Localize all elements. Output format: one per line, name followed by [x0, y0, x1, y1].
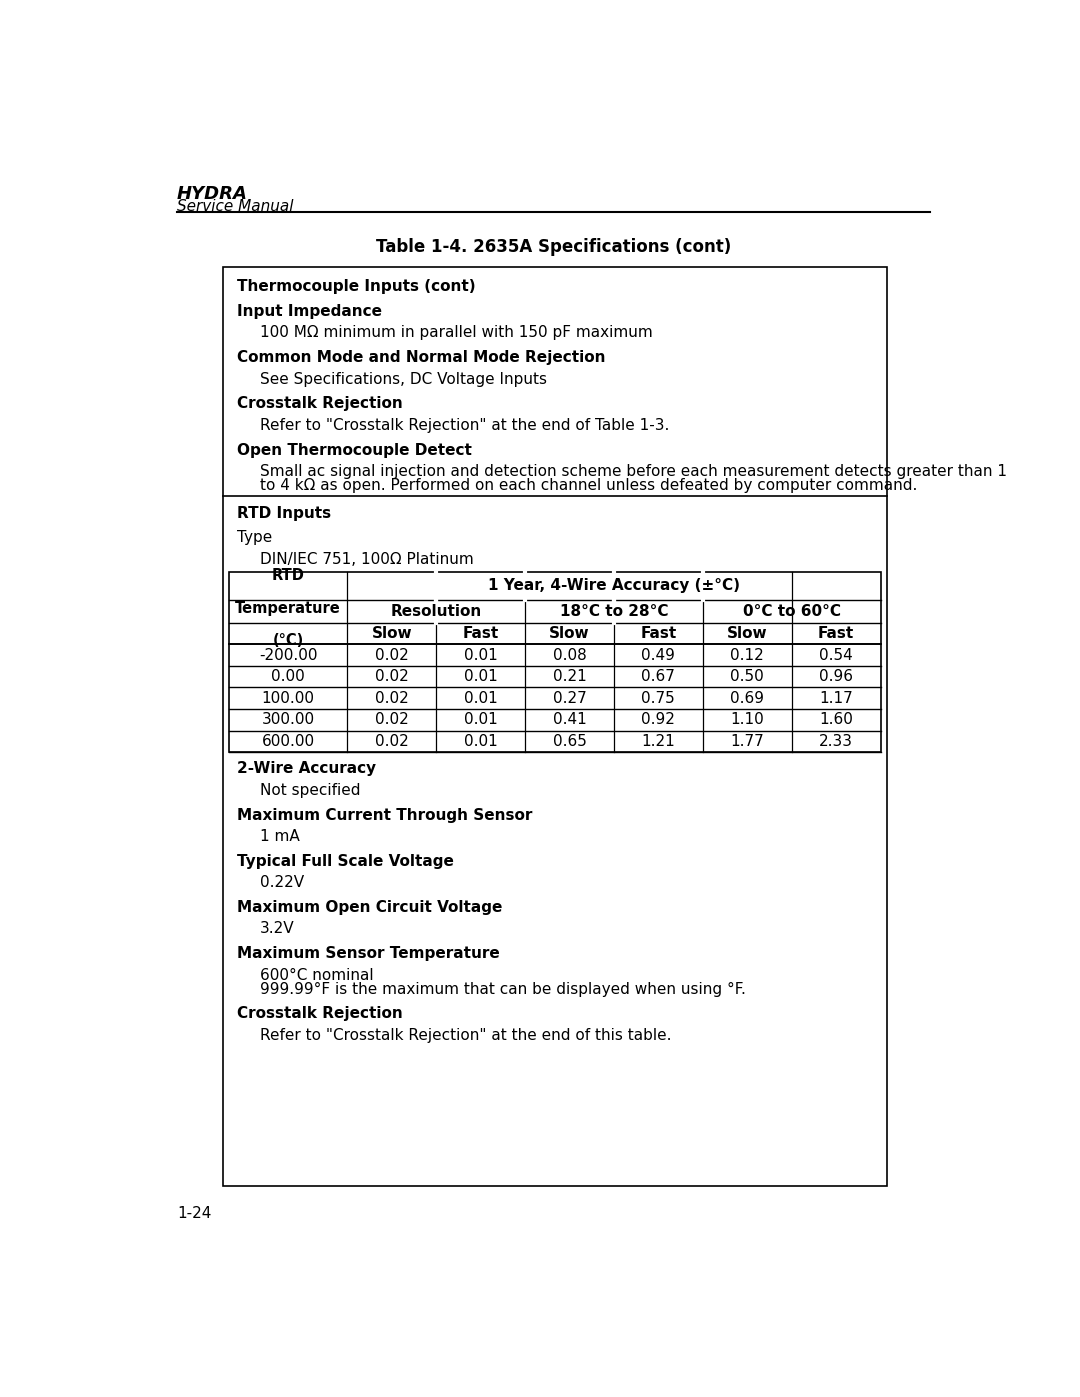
Text: Refer to "Crosstalk Rejection" at the end of this table.: Refer to "Crosstalk Rejection" at the en…: [260, 1028, 672, 1042]
Text: 0.02: 0.02: [375, 733, 408, 749]
Text: Input Impedance: Input Impedance: [237, 305, 381, 319]
Text: Refer to "Crosstalk Rejection" at the end of Table 1-3.: Refer to "Crosstalk Rejection" at the en…: [260, 418, 670, 433]
Text: 999.99°F is the maximum that can be displayed when using °F.: 999.99°F is the maximum that can be disp…: [260, 982, 745, 996]
Text: RTD

Temperature

(°C): RTD Temperature (°C): [235, 569, 341, 648]
Text: 0.02: 0.02: [375, 648, 408, 662]
Text: Not specified: Not specified: [260, 782, 361, 798]
Text: 600°C nominal: 600°C nominal: [260, 968, 374, 982]
Text: 0.49: 0.49: [642, 648, 675, 662]
Text: 18°C to 28°C: 18°C to 28°C: [559, 604, 669, 619]
Text: 0.01: 0.01: [463, 690, 498, 705]
Text: 0.02: 0.02: [375, 690, 408, 705]
Text: 0.54: 0.54: [820, 648, 853, 662]
Text: 0.01: 0.01: [463, 669, 498, 685]
Text: Maximum Sensor Temperature: Maximum Sensor Temperature: [237, 946, 499, 961]
Text: 3.2V: 3.2V: [260, 922, 295, 936]
Text: 0.02: 0.02: [375, 669, 408, 685]
Text: Maximum Open Circuit Voltage: Maximum Open Circuit Voltage: [237, 900, 502, 915]
Text: DIN/IEC 751, 100Ω Platinum: DIN/IEC 751, 100Ω Platinum: [260, 552, 473, 567]
Text: Thermocouple Inputs (cont): Thermocouple Inputs (cont): [237, 279, 475, 295]
Text: 0.01: 0.01: [463, 733, 498, 749]
Text: Type: Type: [237, 531, 272, 545]
Text: Maximum Current Through Sensor: Maximum Current Through Sensor: [237, 807, 531, 823]
Text: 0.22V: 0.22V: [260, 876, 303, 890]
Text: 0.69: 0.69: [730, 690, 765, 705]
Text: Crosstalk Rejection: Crosstalk Rejection: [237, 1006, 402, 1021]
Text: Fast: Fast: [818, 626, 854, 641]
Text: 1.10: 1.10: [730, 712, 765, 728]
Text: Crosstalk Rejection: Crosstalk Rejection: [237, 397, 402, 411]
Text: RTD Inputs: RTD Inputs: [237, 506, 330, 521]
Text: 100 MΩ minimum in parallel with 150 pF maximum: 100 MΩ minimum in parallel with 150 pF m…: [260, 326, 652, 341]
Text: 0.01: 0.01: [463, 648, 498, 662]
Text: 0.12: 0.12: [730, 648, 765, 662]
Text: 1-24: 1-24: [177, 1207, 212, 1221]
Text: Typical Full Scale Voltage: Typical Full Scale Voltage: [237, 854, 454, 869]
Text: 300.00: 300.00: [261, 712, 314, 728]
Text: 0.08: 0.08: [553, 648, 586, 662]
Text: 1.17: 1.17: [820, 690, 853, 705]
Text: 2-Wire Accuracy: 2-Wire Accuracy: [237, 761, 376, 777]
Text: Slow: Slow: [372, 626, 413, 641]
Text: 0.65: 0.65: [553, 733, 586, 749]
Text: Open Thermocouple Detect: Open Thermocouple Detect: [237, 443, 471, 458]
Text: -200.00: -200.00: [259, 648, 318, 662]
Text: 0.02: 0.02: [375, 712, 408, 728]
Text: 100.00: 100.00: [261, 690, 314, 705]
Text: 1 Year, 4-Wire Accuracy (±°C): 1 Year, 4-Wire Accuracy (±°C): [488, 578, 740, 594]
Text: 0.21: 0.21: [553, 669, 586, 685]
Text: 0.00: 0.00: [271, 669, 305, 685]
Text: Fast: Fast: [640, 626, 676, 641]
Text: 0.27: 0.27: [553, 690, 586, 705]
Text: 1.21: 1.21: [642, 733, 675, 749]
Text: 0.41: 0.41: [553, 712, 586, 728]
Text: Slow: Slow: [549, 626, 590, 641]
Bar: [229, 571, 880, 752]
Text: Common Mode and Normal Mode Rejection: Common Mode and Normal Mode Rejection: [237, 351, 605, 365]
Bar: [222, 267, 887, 1186]
Text: 0.50: 0.50: [730, 669, 765, 685]
Text: See Specifications, DC Voltage Inputs: See Specifications, DC Voltage Inputs: [260, 372, 546, 387]
Text: Service Manual: Service Manual: [177, 200, 294, 214]
Text: 0°C to 60°C: 0°C to 60°C: [743, 604, 840, 619]
Text: 0.96: 0.96: [819, 669, 853, 685]
Text: 0.01: 0.01: [463, 712, 498, 728]
Text: 600.00: 600.00: [261, 733, 314, 749]
Text: 0.67: 0.67: [642, 669, 675, 685]
Text: 0.92: 0.92: [642, 712, 675, 728]
Text: Resolution: Resolution: [391, 604, 482, 619]
Text: 1 mA: 1 mA: [260, 828, 299, 844]
Text: 1.77: 1.77: [730, 733, 765, 749]
Text: Fast: Fast: [462, 626, 499, 641]
Text: HYDRA: HYDRA: [177, 184, 247, 203]
Text: Small ac signal injection and detection scheme before each measurement detects g: Small ac signal injection and detection …: [260, 464, 1007, 479]
Text: Table 1-4. 2635A Specifications (cont): Table 1-4. 2635A Specifications (cont): [376, 239, 731, 257]
Text: 1.60: 1.60: [819, 712, 853, 728]
Text: 0.75: 0.75: [642, 690, 675, 705]
Text: to 4 kΩ as open. Performed on each channel unless defeated by computer command.: to 4 kΩ as open. Performed on each chann…: [260, 478, 917, 493]
Text: Slow: Slow: [727, 626, 768, 641]
Text: 2.33: 2.33: [819, 733, 853, 749]
